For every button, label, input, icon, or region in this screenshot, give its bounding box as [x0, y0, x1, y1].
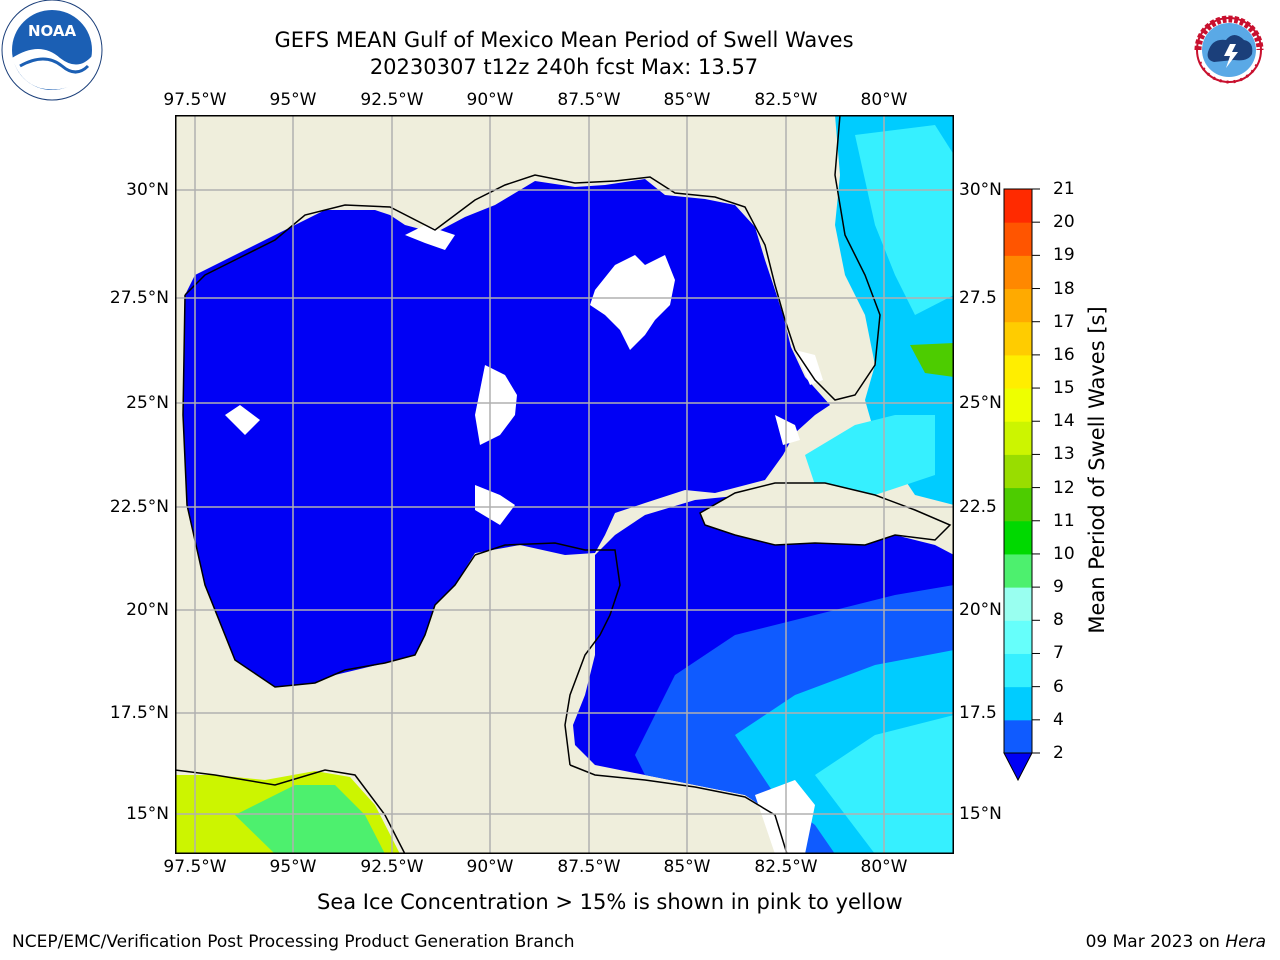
colorbar-tick-label: 2 — [1053, 743, 1064, 763]
colorbar-segment — [1004, 454, 1032, 489]
colorbar-tick-label: 8 — [1053, 610, 1064, 631]
gulf-nodata-patch — [475, 365, 517, 445]
lat-tick-label: 30°N — [959, 180, 1002, 200]
colorbar-label: Mean Period of Swell Waves [s] — [1085, 306, 1109, 634]
colorbar-segment — [1004, 520, 1032, 555]
lat-tick-label: 27.5 — [959, 288, 997, 308]
central-america-coast — [175, 769, 406, 854]
lon-tick-label: 95°W — [269, 857, 317, 877]
gulf-nodata-patch — [590, 255, 675, 350]
colorbar-tick-label: 14 — [1053, 411, 1075, 432]
colorbar-extend-arrow — [1003, 752, 1033, 782]
colorbar-segment — [1004, 189, 1032, 223]
lon-tick-label: 97.5°W — [163, 90, 227, 110]
footer-machine: Hera — [1225, 932, 1266, 952]
colorbar — [1003, 188, 1040, 782]
colorbar-tick-label: 6 — [1053, 676, 1064, 697]
caribbean-nodata-patch — [755, 780, 815, 854]
pacific-green-band — [235, 785, 385, 854]
colorbar-tick-label: 21 — [1053, 179, 1075, 199]
colorbar-segment — [1004, 553, 1032, 588]
lon-tick-label: 80°W — [860, 90, 908, 110]
colorbar-segment — [1004, 288, 1032, 323]
footer-date-text: 09 Mar 2023 on — [1085, 932, 1226, 952]
colorbar-tick-label: 18 — [1053, 278, 1075, 299]
lat-tick-label: 15°N — [959, 804, 1002, 824]
colorbar-segment — [1004, 255, 1032, 290]
nws-logo — [1181, 2, 1277, 98]
lat-tick-label: 25°N — [126, 393, 169, 413]
lon-tick-label: 92.5°W — [360, 90, 424, 110]
lon-tick-label: 97.5°W — [163, 857, 227, 877]
gulf-nodata-patch — [775, 415, 800, 445]
lon-tick-label: 87.5°W — [557, 857, 621, 877]
yucatan-coast — [474, 542, 621, 766]
map-subtitle: 20230307 t12z 240h fcst Max: 13.57 — [369, 55, 759, 79]
lon-tick-label: 82.5°W — [754, 857, 818, 877]
colorbar-segment — [1004, 388, 1032, 422]
colorbar-segment — [1004, 222, 1032, 256]
colorbar-tick-label: 17 — [1053, 311, 1075, 332]
colorbar-frame — [1003, 188, 1033, 754]
colorbar-tick-label: 13 — [1053, 444, 1075, 465]
lat-tick-label: 25°N — [959, 393, 1002, 413]
colorbar-segment — [1004, 321, 1032, 356]
gulf-nodata-patch — [475, 485, 515, 525]
lon-tick-label: 90°W — [466, 857, 514, 877]
colorbar-tick-label: 7 — [1053, 643, 1064, 664]
lon-tick-label: 90°W — [466, 90, 514, 110]
lon-tick-label: 80°W — [860, 857, 908, 877]
colorbar-tick-label: 15 — [1053, 378, 1075, 399]
colorbar-tick-label: 12 — [1053, 477, 1075, 498]
colorbar-tick-label: 10 — [1053, 543, 1075, 564]
map-title: GEFS MEAN Gulf of Mexico Mean Period of … — [274, 28, 854, 52]
lat-tick-label: 20°N — [959, 600, 1002, 620]
lon-tick-label: 85°W — [663, 90, 711, 110]
gulf-nodata-patch — [225, 405, 260, 435]
colorbar-segment — [1004, 719, 1032, 754]
colorbar-segment — [1004, 587, 1032, 621]
graticule — [175, 115, 954, 854]
lat-tick-label: 15°N — [126, 804, 169, 824]
lon-tick-label: 92.5°W — [360, 857, 424, 877]
lat-tick-label: 30°N — [126, 180, 169, 200]
colorbar-tick-label: 11 — [1053, 510, 1075, 531]
colorbar-segment — [1004, 686, 1032, 721]
colorbar-segment — [1004, 620, 1032, 654]
cuba-land — [699, 482, 952, 546]
lat-tick-label: 20°N — [126, 600, 169, 620]
footer-date: 09 Mar 2023 on Hera — [1086, 932, 1266, 952]
lat-tick-label: 17.5 — [959, 703, 997, 723]
colorbar-segment — [1004, 354, 1032, 389]
atlantic-aqua-band — [855, 125, 954, 315]
lon-tick-label: 85°W — [663, 857, 711, 877]
lon-tick-label: 87.5°W — [557, 90, 621, 110]
colorbar-tick-label: 4 — [1053, 709, 1064, 730]
colorbar-tick-label: 20 — [1053, 212, 1075, 233]
colorbar-segment — [1004, 421, 1032, 455]
colorbar-tick-label: 19 — [1053, 245, 1075, 266]
noaa-logo: NOAA — [1, 0, 103, 101]
gulf-nodata-patch — [795, 350, 823, 385]
colorbar-segment — [1004, 487, 1032, 522]
central-america-north-coast — [569, 764, 788, 854]
map-frame — [175, 115, 954, 854]
colorbar-tick-label: 16 — [1053, 344, 1075, 365]
lat-tick-label: 17.5°N — [109, 703, 169, 723]
lon-tick-label: 82.5°W — [754, 90, 818, 110]
lon-tick-label: 95°W — [269, 90, 317, 110]
colorbar-tick-label: 9 — [1053, 577, 1064, 598]
noaa-logo-text: NOAA — [28, 22, 77, 40]
lat-tick-label: 22.5°N — [109, 497, 169, 517]
atlantic-green-patch — [910, 343, 954, 377]
sea-ice-note: Sea Ice Concentration > 15% is shown in … — [317, 890, 903, 914]
gulf-nodata-patch — [405, 225, 455, 250]
colorbar-segment — [1004, 653, 1032, 688]
lat-tick-label: 27.5°N — [109, 288, 169, 308]
us-gulf-coast — [184, 115, 881, 401]
gulf-map — [175, 115, 954, 854]
footer-credit: NCEP/EMC/Verification Post Processing Pr… — [12, 932, 575, 952]
lat-tick-label: 22.5 — [959, 497, 997, 517]
florida-straits-band — [805, 415, 935, 495]
